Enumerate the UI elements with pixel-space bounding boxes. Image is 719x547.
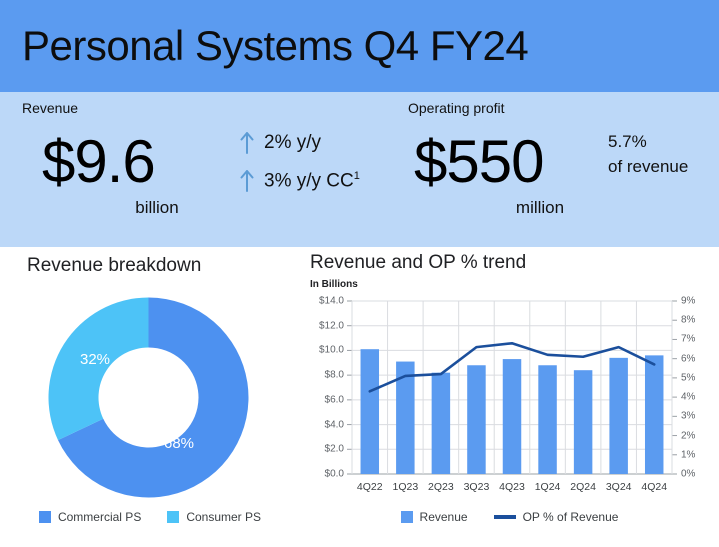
trend-y-axis-left: $0.0 $2.0 $4.0 $6.0 $8.0 $10.0 $12.0 $14.0	[308, 295, 344, 500]
revenue-breakdown-panel: Revenue breakdown 32% 68% Commercial PS …	[0, 247, 300, 547]
trend-y-tick-left: $4.0	[324, 419, 344, 431]
kpi-revenue: Revenue $9.6 billion	[22, 100, 252, 218]
trend-bar	[609, 357, 628, 474]
trend-bar	[467, 365, 486, 474]
kpi-band: Revenue $9.6 billion 2% y/y 3% y/y	[0, 92, 719, 247]
legend-swatch-commercial	[38, 511, 51, 523]
trend-header: Revenue and OP % trend In Billions	[310, 252, 526, 290]
kpi-op-margin-value: 5.7%	[608, 132, 647, 151]
donut-slice-label-commercial: 68%	[164, 435, 195, 452]
trend-title: Revenue and OP % trend	[310, 252, 527, 273]
kpi-delta-footnote-marker: 1	[353, 169, 360, 182]
trend-y-tick-left: $8.0	[324, 369, 344, 381]
revenue-op-trend-panel: Revenue and OP % trend In Billions $0.0 $…	[300, 247, 719, 547]
trend-bar	[644, 355, 664, 474]
legend-item-commercial-ps: Commercial PS	[38, 510, 142, 524]
kpi-delta-group: 2% y/y 3% y/y CC1	[240, 124, 360, 200]
trend-x-tick: 3Q24	[605, 481, 632, 493]
trend-subtitle: In Billions	[310, 279, 358, 290]
kpi-revenue-label: Revenue	[22, 100, 79, 116]
trend-bar	[360, 349, 380, 474]
trend-bar	[431, 372, 451, 474]
trend-bar	[573, 370, 593, 474]
donut-slice-consumer	[48, 297, 149, 441]
legend-swatch-revenue	[400, 511, 413, 523]
donut-chart: 32% 68%	[46, 295, 251, 500]
kpi-delta-text-main: 3% y/y CC	[264, 170, 354, 192]
kpi-op-unit: million	[515, 198, 565, 217]
legend-line-op-percent	[493, 515, 516, 519]
trend-legend: Revenue OP % of Revenue	[300, 510, 719, 524]
trend-y-tick-left: $14.0	[318, 295, 344, 307]
kpi-operating-profit: Operating profit $550 million	[408, 100, 648, 218]
header-banner: Personal Systems Q4 FY24	[0, 0, 719, 92]
kpi-revenue-unit: billion	[135, 198, 179, 217]
donut-slice-label-consumer: 32%	[80, 351, 111, 368]
trend-bar	[538, 365, 557, 474]
trend-y-tick-left: $12.0	[318, 320, 344, 332]
legend-item-revenue: Revenue	[400, 510, 468, 524]
trend-line	[368, 341, 656, 393]
trend-bar	[502, 359, 522, 474]
donut-legend: Commercial PS Consumer PS	[0, 510, 300, 524]
trend-y-tick-right: 8%	[681, 314, 696, 326]
trend-x-tick: 2Q23	[428, 481, 454, 493]
legend-label-consumer: Consumer PS	[186, 510, 262, 524]
trend-y-tick-right: 5%	[681, 372, 696, 384]
kpi-delta-text: 2% y/y	[264, 132, 322, 153]
trend-x-tick: 3Q23	[463, 481, 490, 493]
kpi-op-label: Operating profit	[408, 100, 505, 116]
kpi-revenue-value: $9.6	[42, 128, 156, 195]
trend-x-tick: 1Q23	[392, 481, 419, 493]
trend-y-tick-right: 1%	[681, 449, 696, 461]
legend-label-commercial: Commercial PS	[57, 510, 142, 524]
trend-x-tick: 4Q23	[499, 481, 525, 493]
kpi-op-margin-caption: of revenue	[608, 156, 689, 176]
trend-y-tick-right: 9%	[681, 295, 696, 307]
trend-x-tick: 2Q24	[570, 481, 596, 493]
legend-item-op-percent: OP % of Revenue	[493, 510, 619, 524]
trend-y-tick-right: 6%	[681, 353, 696, 365]
trend-y-tick-left: $0.0	[324, 468, 344, 480]
kpi-op-margin: 5.7% of revenue	[608, 130, 688, 179]
trend-y-tick-right: 4%	[681, 391, 696, 403]
trend-bar	[396, 361, 415, 474]
trend-x-tick: 4Q24	[641, 481, 668, 493]
legend-label-op-percent: OP % of Revenue	[522, 510, 619, 524]
trend-y-tick-right: 7%	[681, 333, 696, 345]
panels-area: Revenue breakdown 32% 68% Commercial PS …	[0, 247, 719, 547]
trend-x-tick: 1Q24	[534, 481, 561, 493]
kpi-delta-text: 3% y/y CC1	[264, 170, 360, 192]
revenue-breakdown-title: Revenue breakdown	[27, 255, 202, 276]
trend-y-tick-right: 3%	[681, 410, 696, 422]
trend-y-tick-left: $10.0	[318, 344, 344, 356]
kpi-delta-row: 2% y/y	[240, 124, 360, 162]
kpi-op-value: $550	[414, 128, 544, 195]
trend-y-tick-right: 2%	[681, 430, 696, 442]
legend-swatch-consumer	[167, 511, 180, 523]
donut-chart-svg	[48, 297, 249, 498]
trend-y-tick-left: $6.0	[324, 394, 344, 406]
donut-slice-commercial	[58, 297, 249, 498]
arrow-up-icon	[240, 132, 254, 154]
trend-x-tick: 4Q22	[356, 481, 383, 493]
kpi-delta-row: 3% y/y CC1	[240, 162, 360, 200]
trend-y-tick-left: $2.0	[324, 443, 344, 455]
legend-label-revenue: Revenue	[419, 510, 468, 524]
trend-chart-svg	[347, 300, 677, 475]
trend-chart: $0.0 $2.0 $4.0 $6.0 $8.0 $10.0 $12.0 $14.0 0% 1%…	[308, 295, 712, 500]
legend-item-consumer-ps: Consumer PS	[167, 510, 261, 524]
arrow-up-icon	[240, 170, 254, 192]
page-title: Personal Systems Q4 FY24	[22, 22, 529, 69]
trend-y-tick-right: 0%	[681, 468, 696, 480]
